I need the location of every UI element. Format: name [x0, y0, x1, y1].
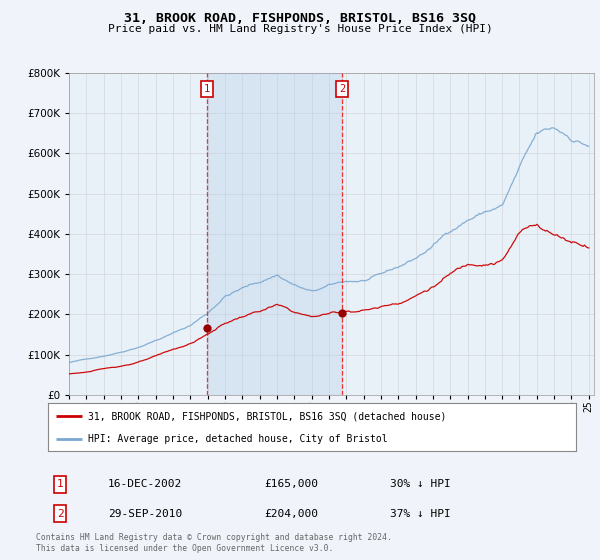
Text: HPI: Average price, detached house, City of Bristol: HPI: Average price, detached house, City… [88, 434, 387, 444]
Text: 37% ↓ HPI: 37% ↓ HPI [390, 508, 451, 519]
Bar [207, 73, 342, 395]
Text: 31, BROOK ROAD, FISHPONDS, BRISTOL, BS16 3SQ: 31, BROOK ROAD, FISHPONDS, BRISTOL, BS16… [124, 12, 476, 25]
Text: 16-DEC-2002: 16-DEC-2002 [108, 479, 182, 489]
Text: 1: 1 [204, 84, 210, 94]
Text: Contains HM Land Registry data © Crown copyright and database right 2024.
This d: Contains HM Land Registry data © Crown c… [36, 533, 392, 553]
Text: 30% ↓ HPI: 30% ↓ HPI [390, 479, 451, 489]
Text: 31, BROOK ROAD, FISHPONDS, BRISTOL, BS16 3SQ (detached house): 31, BROOK ROAD, FISHPONDS, BRISTOL, BS16… [88, 411, 446, 421]
Text: 29-SEP-2010: 29-SEP-2010 [108, 508, 182, 519]
Text: 1: 1 [56, 479, 64, 489]
Text: Price paid vs. HM Land Registry's House Price Index (HPI): Price paid vs. HM Land Registry's House … [107, 24, 493, 34]
Text: £165,000: £165,000 [264, 479, 318, 489]
Text: 2: 2 [339, 84, 345, 94]
Text: £204,000: £204,000 [264, 508, 318, 519]
Text: 2: 2 [56, 508, 64, 519]
